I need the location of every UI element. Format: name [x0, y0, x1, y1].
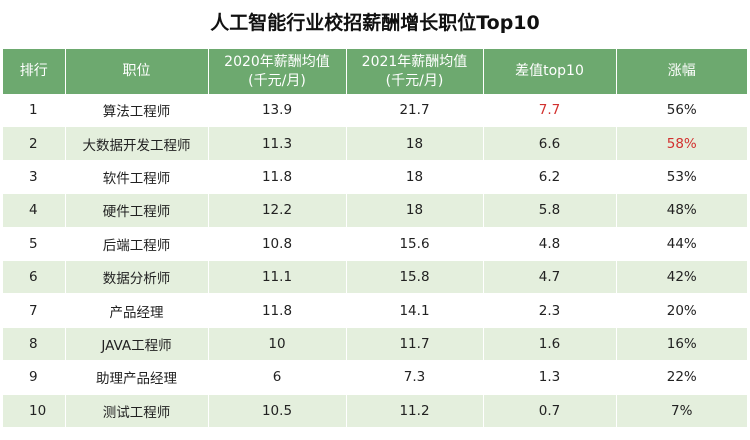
cell-position: 大数据开发工程师: [65, 126, 209, 161]
cell-growth: 56%: [616, 94, 747, 128]
table-row: 7 产品经理 11.8 14.1 2.3 20%: [3, 293, 747, 328]
cell-2020: 11.3: [208, 126, 347, 161]
cell-growth: 44%: [616, 227, 747, 261]
cell-growth: 16%: [616, 327, 747, 362]
cell-diff: 4.8: [483, 227, 617, 261]
cell-diff-highlight: 7.7: [483, 94, 617, 128]
header-2021-unit: (千元/月): [385, 72, 444, 89]
cell-rank: 1: [3, 94, 66, 128]
cell-diff: 1.6: [483, 327, 617, 362]
header-growth: 涨幅: [616, 49, 747, 94]
cell-position: 数据分析师: [65, 260, 209, 295]
cell-rank: 3: [3, 160, 66, 195]
cell-2020: 13.9: [208, 94, 347, 128]
header-2021: 2021年薪酬均值 (千元/月): [346, 49, 484, 94]
table-row: 4 硬件工程师 12.2 18 5.8 48%: [3, 193, 747, 228]
table-header-row: 排行 职位 2020年薪酬均值 (千元/月) 2021年薪酬均值 (千元/月) 差值…: [3, 49, 747, 94]
table-row: 8 JAVA工程师 10 11.7 1.6 16%: [3, 327, 747, 362]
cell-growth: 22%: [616, 360, 747, 395]
cell-diff: 1.3: [483, 360, 617, 395]
table-row: 6 数据分析师 11.1 15.8 4.7 42%: [3, 260, 747, 295]
header-2020-label: 2020年薪酬均值: [224, 53, 330, 70]
header-position: 职位: [65, 49, 209, 94]
page-title: 人工智能行业校招薪酬增长职位Top10: [210, 12, 540, 34]
table-row: 5 后端工程师 10.8 15.6 4.8 44%: [3, 227, 747, 261]
cell-position: 硬件工程师: [65, 193, 209, 228]
cell-2021: 18: [346, 193, 484, 228]
cell-growth: 20%: [616, 293, 747, 328]
header-position-label: 职位: [122, 63, 151, 79]
cell-2021: 18: [346, 160, 484, 195]
header-growth-label: 涨幅: [667, 63, 696, 79]
cell-position: 软件工程师: [65, 160, 209, 195]
cell-position: 算法工程师: [65, 94, 209, 128]
cell-rank: 10: [3, 394, 66, 428]
header-2021-label: 2021年薪酬均值: [361, 53, 468, 70]
cell-diff: 6.6: [483, 126, 617, 161]
cell-diff: 2.3: [483, 293, 617, 328]
cell-rank: 2: [3, 126, 66, 161]
cell-2021: 21.7: [346, 94, 484, 128]
cell-rank: 8: [3, 327, 66, 362]
cell-2021: 7.3: [346, 360, 484, 395]
cell-diff: 4.7: [483, 260, 617, 295]
cell-2020: 11.1: [208, 260, 347, 295]
cell-position: 测试工程师: [65, 394, 209, 428]
cell-position: JAVA工程师: [65, 327, 209, 362]
cell-growth: 53%: [616, 160, 747, 195]
table-row: 9 助理产品经理 6 7.3 1.3 22%: [3, 360, 747, 395]
header-2020: 2020年薪酬均值 (千元/月): [208, 49, 347, 94]
cell-growth-highlight: 58%: [616, 126, 747, 161]
cell-growth: 7%: [616, 394, 747, 428]
cell-2021: 11.7: [346, 327, 484, 362]
cell-position: 助理产品经理: [65, 360, 209, 395]
header-rank: 排行: [3, 49, 66, 94]
cell-rank: 4: [3, 193, 66, 228]
cell-2021: 18: [346, 126, 484, 161]
cell-rank: 5: [3, 227, 66, 261]
cell-2021: 15.8: [346, 260, 484, 295]
cell-2020: 10.8: [208, 227, 347, 261]
cell-position: 产品经理: [65, 293, 209, 328]
cell-position: 后端工程师: [65, 227, 209, 261]
table-row: 3 软件工程师 11.8 18 6.2 53%: [3, 160, 747, 195]
cell-growth: 48%: [616, 193, 747, 228]
cell-rank: 6: [3, 260, 66, 295]
cell-2020: 12.2: [208, 193, 347, 228]
cell-2020: 10: [208, 327, 347, 362]
cell-2020: 10.5: [208, 394, 347, 428]
table-row: 10 测试工程师 10.5 11.2 0.7 7%: [3, 394, 747, 428]
table-row: 1 算法工程师 13.9 21.7 7.7 56%: [3, 94, 747, 128]
header-diff: 差值top10: [483, 49, 617, 94]
header-diff-label: 差值top10: [515, 63, 584, 79]
cell-2020: 11.8: [208, 293, 347, 328]
cell-2021: 11.2: [346, 394, 484, 428]
cell-diff: 5.8: [483, 193, 617, 228]
cell-rank: 7: [3, 293, 66, 328]
cell-diff: 6.2: [483, 160, 617, 195]
header-rank-label: 排行: [19, 63, 48, 79]
cell-rank: 9: [3, 360, 66, 395]
cell-growth: 42%: [616, 260, 747, 295]
cell-2021: 15.6: [346, 227, 484, 261]
cell-2020: 6: [208, 360, 347, 395]
cell-diff: 0.7: [483, 394, 617, 428]
table-row: 2 大数据开发工程师 11.3 18 6.6 58%: [3, 126, 747, 161]
cell-2021: 14.1: [346, 293, 484, 328]
cell-2020: 11.8: [208, 160, 347, 195]
salary-table: 排行 职位 2020年薪酬均值 (千元/月) 2021年薪酬均值 (千元/月) 差值…: [3, 49, 747, 428]
header-2020-unit: (千元/月): [248, 72, 306, 89]
